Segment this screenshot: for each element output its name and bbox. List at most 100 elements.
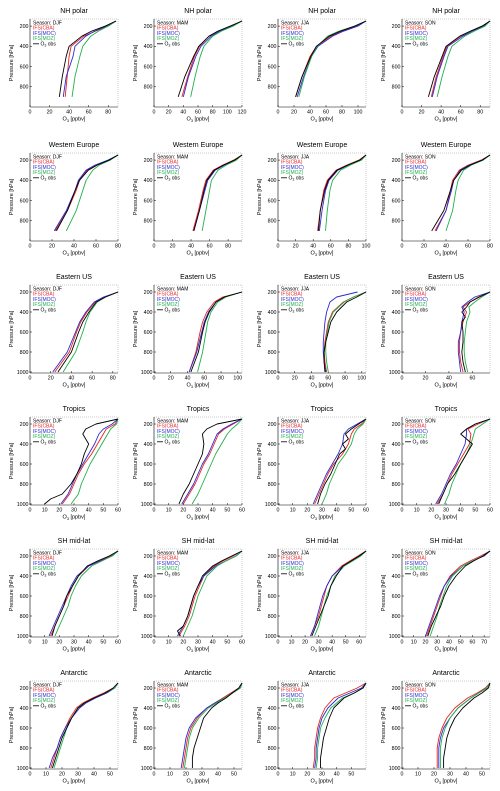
legend-entry: IFS(CBA) bbox=[281, 556, 303, 562]
y-tick-label: 400 bbox=[268, 310, 277, 316]
x-tick-label: 10 bbox=[166, 508, 172, 514]
x-axis-label: O3 [ppbv] bbox=[311, 647, 334, 654]
series-line-o3-obs bbox=[427, 550, 491, 637]
x-tick-label: 60 bbox=[325, 376, 331, 382]
x-tick-label: 50 bbox=[472, 508, 478, 514]
series-line-o3-obs bbox=[190, 291, 243, 373]
y-axis-label: Pressure [hPa] bbox=[133, 310, 139, 347]
x-tick-label: 20 bbox=[423, 640, 429, 646]
panel-title: Tropics bbox=[311, 406, 334, 413]
x-tick-label: 20 bbox=[293, 244, 299, 250]
panel-nh-polar-son: NH polar 0 20 40 60 80 200 400 600 800 Pressure [h… bbox=[381, 8, 491, 123]
y-axis-label: Pressure [hPa] bbox=[381, 706, 387, 743]
legend-entry: IFS(MOC) bbox=[157, 561, 180, 567]
x-tick-label: 0 bbox=[29, 244, 32, 250]
panel-title: NH polar bbox=[432, 8, 460, 15]
y-tick-label: 800 bbox=[20, 482, 29, 488]
y-axis-label: Pressure [hPa] bbox=[133, 44, 139, 81]
x-tick-label: 100 bbox=[223, 110, 232, 116]
series-line-o3-obs bbox=[438, 418, 491, 505]
legend-entry: IFS(MOZ) bbox=[157, 698, 180, 704]
legend-season: Season: MAM bbox=[157, 419, 188, 425]
x-tick-label: 0 bbox=[29, 110, 32, 116]
x-tick-label: 20 bbox=[419, 110, 425, 116]
x-tick-label: 20 bbox=[421, 244, 427, 250]
x-tick-label: 30 bbox=[447, 772, 453, 778]
panel-title: Western Europe bbox=[173, 142, 224, 149]
panel-western-europe-jja: Western Europe 0 20 40 60 80 100 200 400 600 800 Pr… bbox=[257, 142, 370, 257]
legend-entry: IFS(CBA) bbox=[405, 556, 427, 562]
legend-season: Season: MAM bbox=[157, 155, 188, 161]
x-tick-label: 0 bbox=[29, 376, 32, 382]
legend-entry: IFS(MOC) bbox=[157, 693, 180, 699]
legend-entry-obs: O3 obs bbox=[41, 41, 57, 47]
y-axis-label: Pressure [hPa] bbox=[381, 442, 387, 479]
legend-entry: IFS(MOZ) bbox=[157, 302, 180, 308]
x-tick-label: 0 bbox=[277, 508, 280, 514]
legend-entry: IFS(MOZ) bbox=[157, 36, 180, 42]
y-tick-label: 400 bbox=[144, 44, 153, 50]
series-line-o3-obs bbox=[320, 682, 367, 768]
y-tick-label: 400 bbox=[20, 574, 29, 580]
x-tick-label: 10 bbox=[290, 508, 296, 514]
legend-entry-obs: O3 obs bbox=[289, 175, 305, 181]
y-axis-label: Pressure [hPa] bbox=[257, 178, 263, 215]
legend-entry-obs: O3 obs bbox=[289, 41, 305, 47]
legend-entry: IFS(MOZ) bbox=[33, 170, 56, 176]
series-line-ifs-moz- bbox=[325, 291, 367, 373]
legend-entry: IFS(CBA) bbox=[281, 688, 303, 694]
y-tick-label: 600 bbox=[268, 594, 277, 600]
legend-entry: IFS(MOZ) bbox=[405, 566, 428, 572]
panel-tropics-jja: Tropics 0 10 20 30 40 50 60 200 400 600 800 1000 Pres… bbox=[257, 406, 369, 521]
legend-entry: IFS(MOC) bbox=[157, 165, 180, 171]
series-line-ifs-cba- bbox=[426, 550, 491, 637]
x-tick-label: 0 bbox=[401, 376, 404, 382]
x-tick-label: 10 bbox=[167, 772, 173, 778]
y-axis-label: Pressure [hPa] bbox=[9, 574, 15, 611]
series-line-ifs-moz- bbox=[315, 682, 367, 769]
y-tick-label: 600 bbox=[392, 198, 401, 204]
series-line-o3-obs bbox=[427, 20, 491, 98]
x-tick-label: 40 bbox=[185, 376, 191, 382]
y-tick-label: 400 bbox=[20, 706, 29, 712]
legend-entry: IFS(MOZ) bbox=[33, 434, 56, 440]
series-line-o3-obs bbox=[57, 291, 119, 373]
legend-entry: IFS(MOZ) bbox=[157, 566, 180, 572]
series-line-ifs-moz- bbox=[429, 550, 491, 637]
x-tick-label: 0 bbox=[401, 508, 404, 514]
x-tick-label: 20 bbox=[166, 110, 172, 116]
y-tick-label: 400 bbox=[144, 442, 153, 448]
legend-entry: IFS(MOC) bbox=[33, 297, 56, 303]
y-tick-label: 800 bbox=[20, 746, 29, 752]
legend-entry: IFS(MOZ) bbox=[405, 302, 428, 308]
legend-entry-obs: O3 obs bbox=[413, 307, 429, 313]
x-axis-label: O3 [ppbv] bbox=[187, 251, 210, 258]
legend-season: Season: JJA bbox=[281, 21, 310, 27]
y-axis-label: Pressure [hPa] bbox=[381, 178, 387, 215]
series-line-o3-obs bbox=[177, 550, 243, 637]
x-axis-label: O3 [ppbv] bbox=[435, 779, 458, 786]
series-line-ifs-moc- bbox=[53, 154, 119, 232]
x-tick-label: 20 bbox=[49, 244, 55, 250]
x-tick-label: 20 bbox=[423, 376, 429, 382]
y-tick-label: 1000 bbox=[17, 502, 29, 508]
legend-entry: IFS(MOC) bbox=[33, 165, 56, 171]
panel-antarctic-mam: Antarctic 0 10 20 30 40 50 200 400 600 800 1000 Pres… bbox=[133, 670, 243, 785]
series-line-ifs-moc- bbox=[312, 418, 367, 505]
y-axis-label: Pressure [hPa] bbox=[133, 178, 139, 215]
series-line-ifs-moc- bbox=[425, 550, 491, 637]
legend-entry: IFS(MOZ) bbox=[33, 36, 56, 42]
panel-title: SH mid-lat bbox=[306, 538, 339, 545]
series-line-ifs-moc- bbox=[62, 20, 117, 97]
legend-season: Season: SON bbox=[405, 287, 436, 293]
y-tick-label: 1000 bbox=[389, 766, 401, 772]
series-line-ifs-moc- bbox=[310, 550, 367, 637]
x-axis-label: O3 [ppbv] bbox=[187, 117, 210, 124]
legend-entry: IFS(CBA) bbox=[405, 688, 427, 694]
panel-tropics-mam: Tropics 0 10 20 30 40 50 60 200 400 600 800 1000 Pres… bbox=[133, 406, 245, 521]
legend-entry: IFS(CBA) bbox=[157, 160, 179, 166]
y-tick-label: 600 bbox=[144, 462, 153, 468]
x-tick-label: 40 bbox=[438, 110, 444, 116]
panel-title: Eastern US bbox=[56, 274, 92, 281]
series-line-ifs-moz- bbox=[182, 550, 243, 637]
